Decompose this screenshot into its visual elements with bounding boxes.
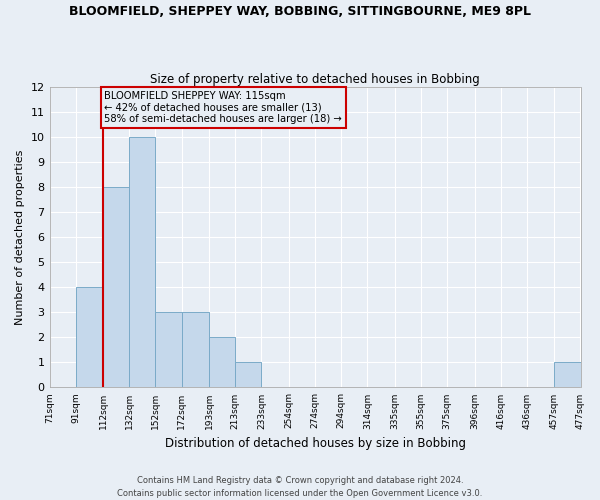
Text: BLOOMFIELD SHEPPEY WAY: 115sqm
← 42% of detached houses are smaller (13)
58% of : BLOOMFIELD SHEPPEY WAY: 115sqm ← 42% of … — [104, 91, 342, 124]
Bar — [235, 362, 262, 388]
Text: Contains HM Land Registry data © Crown copyright and database right 2024.
Contai: Contains HM Land Registry data © Crown c… — [118, 476, 482, 498]
Bar — [155, 312, 182, 388]
Title: Size of property relative to detached houses in Bobbing: Size of property relative to detached ho… — [150, 73, 480, 86]
Y-axis label: Number of detached properties: Number of detached properties — [15, 150, 25, 325]
Bar — [76, 288, 103, 388]
Bar — [130, 137, 155, 388]
Text: BLOOMFIELD, SHEPPEY WAY, BOBBING, SITTINGBOURNE, ME9 8PL: BLOOMFIELD, SHEPPEY WAY, BOBBING, SITTIN… — [69, 5, 531, 18]
Bar — [182, 312, 209, 388]
Bar — [554, 362, 581, 388]
X-axis label: Distribution of detached houses by size in Bobbing: Distribution of detached houses by size … — [164, 437, 466, 450]
Bar — [209, 338, 235, 388]
Bar — [103, 188, 130, 388]
